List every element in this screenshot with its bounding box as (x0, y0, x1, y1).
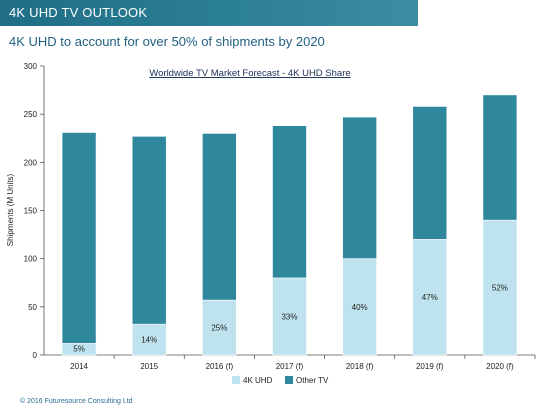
x-tick-label: 2014 (70, 362, 88, 371)
bar-segment-4k-uhd (412, 239, 448, 356)
y-tick-label: 100 (24, 255, 38, 264)
share-data-label: 47% (422, 293, 438, 302)
x-tick-label: 2016 (f) (206, 362, 234, 371)
header-bar: 4K UHD TV OUTLOOK (0, 0, 418, 26)
y-tick-label: 300 (24, 62, 38, 71)
copyright-footer: © 2016 Futuresource Consulting Ltd (20, 398, 133, 405)
bar-segment-other-tv (272, 125, 307, 279)
bar-segment-other-tv (482, 94, 518, 221)
share-data-label: 33% (281, 312, 297, 321)
page-subtitle: 4K UHD to account for over 50% of shipme… (9, 34, 325, 49)
share-data-label: 14% (141, 336, 157, 345)
x-tick-label: 2017 (f) (276, 362, 304, 371)
x-tick-label: 2018 (f) (346, 362, 374, 371)
y-axis-title: Shipments (M Units) (6, 173, 15, 246)
chart-title: Worldwide TV Market Forecast - 4K UHD Sh… (149, 68, 350, 79)
legend-swatch-other-tv (285, 376, 293, 384)
y-tick-label: 150 (24, 207, 38, 216)
legend: 4K UHD Other TV (232, 376, 329, 385)
x-tick-label: 2015 (140, 362, 158, 371)
plot-area: 0 50 100 150 200 250 300 5% 2014 14% 2015 25% 2016 (… (24, 62, 536, 371)
share-data-label: 52% (492, 284, 508, 293)
header-title: 4K UHD TV OUTLOOK (9, 5, 148, 20)
legend-swatch-4k-uhd (232, 376, 240, 384)
bar-segment-other-tv (131, 136, 167, 325)
bar-segment-other-tv (412, 106, 448, 240)
y-tick-label: 200 (24, 158, 38, 167)
share-data-label: 5% (73, 344, 85, 353)
bar-segment-other-tv (61, 132, 97, 344)
bar-segment-4k-uhd (202, 299, 237, 356)
legend-label-other-tv: Other TV (296, 376, 329, 385)
bar-segment-other-tv (342, 116, 377, 259)
share-data-label: 40% (352, 303, 368, 312)
x-tick-label: 2019 (f) (416, 362, 444, 371)
x-tick-label: 2020 (f) (486, 362, 514, 371)
y-tick-label: 50 (28, 303, 37, 312)
y-tick-label: 250 (24, 110, 38, 119)
legend-label-4k-uhd: 4K UHD (243, 376, 273, 385)
y-tick-label: 0 (33, 351, 38, 360)
bar-segment-other-tv (202, 133, 237, 301)
share-data-label: 25% (211, 324, 227, 333)
bar-segment-4k-uhd (482, 219, 518, 356)
